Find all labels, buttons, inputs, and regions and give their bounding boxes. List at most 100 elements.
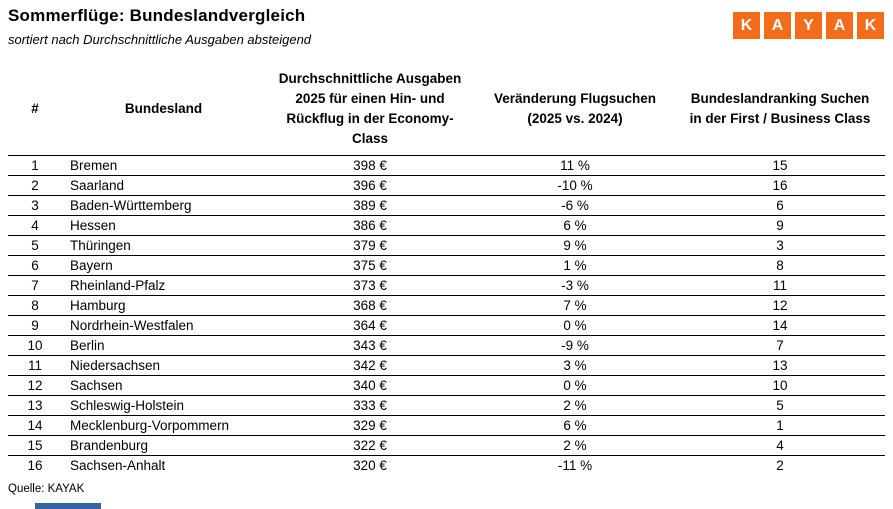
avg-spend-cell: 340 €	[265, 375, 475, 396]
bundesland-table: # Bundesland Durchschnittliche Ausgaben …	[8, 62, 885, 475]
rank-cell: 12	[8, 375, 62, 396]
change-cell: 0 %	[475, 315, 675, 336]
rank-cell: 16	[8, 455, 62, 475]
table-row: 12 Sachsen 340 €0 % 10	[8, 375, 885, 396]
table-row: 14 Mecklenburg-Vorpommern 329 €6 % 1	[8, 415, 885, 436]
state-cell: Baden-Württemberg	[62, 195, 265, 216]
rank-cell: 15	[8, 435, 62, 456]
avg-spend-cell: 386 €	[265, 215, 475, 236]
state-cell: Rheinland-Pfalz	[62, 275, 265, 296]
class-rank-cell: 5	[675, 395, 885, 416]
table-row: 3 Baden-Württemberg 389 € -6 % 6	[8, 195, 885, 216]
rank-cell: 7	[8, 275, 62, 296]
change-cell: 2 %	[475, 395, 675, 416]
table-row: 11 Niedersachsen 342 €3 % 13	[8, 355, 885, 376]
table-row: 16 Sachsen-Anhalt 320 € -11 % 2	[8, 455, 885, 475]
class-rank-cell: 16	[675, 175, 885, 196]
change-cell: 2 %	[475, 435, 675, 456]
class-rank-cell: 1	[675, 415, 885, 436]
state-cell: Thüringen	[62, 235, 265, 256]
table-row: 5 Thüringen 379 €9 % 3	[8, 235, 885, 256]
avg-spend-cell: 333 €	[265, 395, 475, 416]
table-row: 13 Schleswig-Holstein 333 €2 % 5	[8, 395, 885, 416]
change-cell: 7 %	[475, 295, 675, 316]
change-cell: 9 %	[475, 235, 675, 256]
rank-cell: 3	[8, 195, 62, 216]
table-row: 6 Bayern 375 €1 % 8	[8, 255, 885, 276]
avg-spend-cell: 322 €	[265, 435, 475, 456]
rank-cell: 9	[8, 315, 62, 336]
change-cell: 3 %	[475, 355, 675, 376]
change-cell: -6 %	[475, 195, 675, 216]
class-rank-cell: 10	[675, 375, 885, 396]
col-header-avg-spend: Durchschnittliche Ausgaben 2025 für eine…	[278, 70, 462, 146]
class-rank-cell: 2	[675, 455, 885, 475]
change-cell: -9 %	[475, 335, 675, 356]
state-cell: Niedersachsen	[62, 355, 265, 376]
state-cell: Schleswig-Holstein	[62, 395, 265, 416]
rank-cell: 5	[8, 235, 62, 256]
state-cell: Mecklenburg-Vorpommern	[62, 415, 265, 436]
table-row: 1 Bremen 398 €11 % 15	[8, 155, 885, 176]
avg-spend-cell: 342 €	[265, 355, 475, 376]
change-cell: 6 %	[475, 215, 675, 236]
class-rank-cell: 4	[675, 435, 885, 456]
table-row: 4 Hessen 386 €6 % 9	[8, 215, 885, 236]
rank-cell: 6	[8, 255, 62, 276]
cropped-bottom-element	[35, 503, 101, 509]
change-cell: 1 %	[475, 255, 675, 276]
class-rank-cell: 15	[675, 155, 885, 176]
rank-cell: 14	[8, 415, 62, 436]
state-cell: Saarland	[62, 175, 265, 196]
avg-spend-cell: 320 €	[265, 455, 475, 475]
rank-cell: 1	[8, 155, 62, 176]
rank-cell: 11	[8, 355, 62, 376]
avg-spend-cell: 389 €	[265, 195, 475, 216]
kayak-logo-tile: K	[733, 12, 760, 39]
rank-cell: 10	[8, 335, 62, 356]
rank-cell: 13	[8, 395, 62, 416]
table-row: 7 Rheinland-Pfalz 373 € -3 % 11	[8, 275, 885, 296]
source-note: Quelle: KAYAK	[8, 483, 85, 495]
rank-cell: 2	[8, 175, 62, 196]
avg-spend-cell: 329 €	[265, 415, 475, 436]
change-cell: -10 %	[475, 175, 675, 196]
change-cell: 0 %	[475, 375, 675, 396]
rank-cell: 4	[8, 215, 62, 236]
kayak-logo-tile: A	[764, 12, 791, 39]
avg-spend-cell: 364 €	[265, 315, 475, 336]
kayak-logo-tile: K	[857, 12, 884, 39]
avg-spend-cell: 398 €	[265, 155, 475, 176]
class-rank-cell: 8	[675, 255, 885, 276]
table-row: 2 Saarland 396 € -10 % 16	[8, 175, 885, 196]
table-row: 9 Nordrhein-Westfalen 364 €0 % 14	[8, 315, 885, 336]
table-row: 15 Brandenburg 322 €2 % 4	[8, 435, 885, 456]
table-row: 8 Hamburg 368 €7 % 12	[8, 295, 885, 316]
class-rank-cell: 6	[675, 195, 885, 216]
kayak-logo-tile: Y	[795, 12, 822, 39]
avg-spend-cell: 375 €	[265, 255, 475, 276]
state-cell: Hessen	[62, 215, 265, 236]
rank-cell: 8	[8, 295, 62, 316]
state-cell: Sachsen	[62, 375, 265, 396]
change-cell: 11 %	[475, 155, 675, 176]
avg-spend-cell: 373 €	[265, 275, 475, 296]
page-subtitle: sortiert nach Durchschnittliche Ausgaben…	[8, 32, 312, 47]
state-cell: Brandenburg	[62, 435, 265, 456]
change-cell: -11 %	[475, 455, 675, 475]
state-cell: Berlin	[62, 335, 265, 356]
state-cell: Bremen	[62, 155, 265, 176]
page-title: Sommerflüge: Bundeslandvergleich	[8, 6, 306, 25]
class-rank-cell: 12	[675, 295, 885, 316]
table-header-row: # Bundesland Durchschnittliche Ausgaben …	[8, 62, 885, 156]
avg-spend-cell: 396 €	[265, 175, 475, 196]
class-rank-cell: 3	[675, 235, 885, 256]
avg-spend-cell: 343 €	[265, 335, 475, 356]
state-cell: Sachsen-Anhalt	[62, 455, 265, 475]
col-header-rank: #	[31, 100, 39, 116]
avg-spend-cell: 368 €	[265, 295, 475, 316]
state-cell: Bayern	[62, 255, 265, 276]
col-header-class-rank: Bundeslandranking Suchen in der First / …	[689, 90, 871, 126]
state-cell: Nordrhein-Westfalen	[62, 315, 265, 336]
